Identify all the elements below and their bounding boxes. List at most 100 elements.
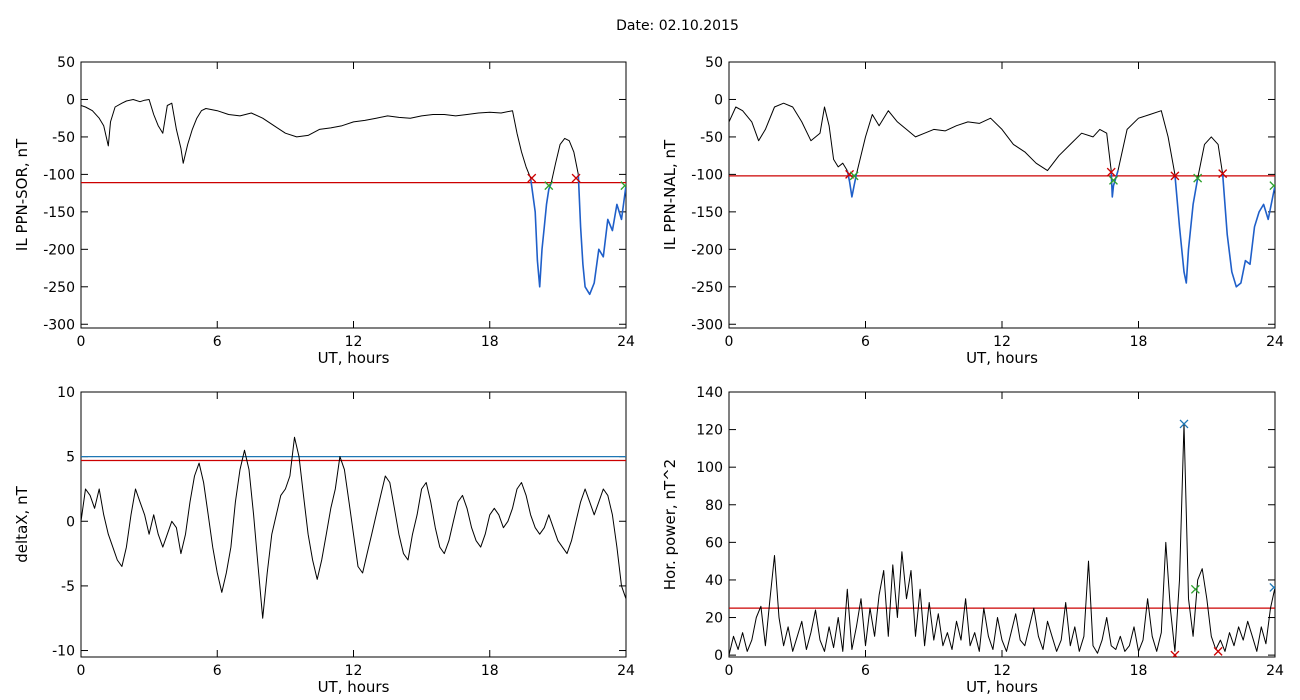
plot-area bbox=[81, 99, 626, 296]
series-line bbox=[529, 177, 552, 288]
y-axis-label: Hor. power, nT^2 bbox=[661, 459, 679, 590]
x-axis-label: UT, hours bbox=[966, 678, 1038, 696]
marker-x bbox=[1190, 584, 1200, 594]
y-tick-label: -100 bbox=[43, 167, 75, 183]
date-label: Date: 02.10.2015 bbox=[616, 18, 739, 34]
y-axis-label: deltaX, nT bbox=[13, 485, 31, 562]
y-tick-label: -150 bbox=[691, 205, 723, 221]
y-tick-label: -300 bbox=[43, 317, 75, 333]
x-axis-label: UT, hours bbox=[318, 678, 390, 696]
y-tick-label: 50 bbox=[705, 55, 723, 71]
y-tick-label: 140 bbox=[696, 385, 723, 401]
marker-x bbox=[1109, 175, 1118, 185]
y-tick-label: 60 bbox=[705, 535, 723, 551]
y-tick-label: 0 bbox=[66, 514, 75, 530]
panel-ppn-nal: 0 6 12 18 24 50 0 -50 -100 -150 -200 -250 -300 UT, ho… bbox=[661, 55, 1284, 367]
y-tick-label: -50 bbox=[700, 130, 723, 146]
y-tick-label: -5 bbox=[61, 579, 75, 595]
y-tick-label: 5 bbox=[66, 450, 75, 466]
series-line bbox=[1110, 170, 1119, 198]
y-tick-label: -250 bbox=[691, 280, 723, 296]
x-tick-label: 12 bbox=[345, 663, 363, 679]
series-line bbox=[729, 423, 1275, 656]
x-tick-label: 6 bbox=[213, 334, 222, 350]
x-tick-label: 0 bbox=[725, 334, 734, 350]
x-tick-label: 12 bbox=[993, 334, 1011, 350]
series-line bbox=[1174, 174, 1199, 284]
y-tick-label: -250 bbox=[43, 280, 75, 296]
marker-x bbox=[1269, 583, 1275, 592]
x-axis-label: UT, hours bbox=[318, 349, 390, 367]
marker-x bbox=[1218, 169, 1228, 179]
x-tick-label: 0 bbox=[77, 663, 86, 679]
series-line bbox=[550, 137, 579, 184]
plot-frame bbox=[80, 61, 627, 329]
x-tick-label: 0 bbox=[725, 663, 734, 679]
marker-x bbox=[1170, 650, 1180, 657]
x-tick-label: 6 bbox=[213, 663, 222, 679]
y-tick-label: 0 bbox=[714, 648, 723, 664]
marker-x bbox=[1179, 419, 1189, 429]
x-tick-label: 18 bbox=[481, 334, 499, 350]
y-tick-label: -300 bbox=[691, 317, 723, 333]
series-line bbox=[81, 436, 626, 619]
marker-x bbox=[1170, 171, 1180, 181]
plot-frame bbox=[728, 61, 1276, 329]
panel-ppn-sor: 0 6 12 18 24 50 0 -50 -100 -150 -200 -250 -300 UT, ho… bbox=[13, 55, 635, 367]
marker-x bbox=[527, 173, 537, 183]
plot-area bbox=[729, 419, 1275, 657]
series-line bbox=[729, 102, 848, 171]
series-line bbox=[1117, 110, 1176, 175]
x-tick-label: 24 bbox=[617, 663, 635, 679]
y-tick-label: 80 bbox=[705, 498, 723, 514]
y-axis-label: IL PPN-SOR, nT bbox=[13, 138, 31, 251]
y-tick-label: 10 bbox=[57, 385, 75, 401]
y-axis-label: IL PPN-NAL, nT bbox=[661, 139, 679, 250]
plot-frame bbox=[80, 391, 627, 658]
marker-x bbox=[620, 181, 626, 191]
y-tick-label: 120 bbox=[696, 423, 723, 439]
y-tick-label: -50 bbox=[52, 130, 75, 146]
x-tick-label: 12 bbox=[993, 663, 1011, 679]
plot-area bbox=[729, 102, 1275, 288]
marker-x bbox=[544, 181, 554, 191]
series-line bbox=[855, 110, 1112, 175]
y-tick-label: -100 bbox=[691, 167, 723, 183]
series-line bbox=[1221, 174, 1275, 288]
x-tick-label: 24 bbox=[1266, 663, 1284, 679]
series-line bbox=[81, 99, 532, 179]
y-tick-label: -10 bbox=[52, 644, 75, 660]
series-line bbox=[1197, 136, 1224, 179]
y-tick-label: 0 bbox=[66, 92, 75, 108]
marker-x bbox=[571, 173, 581, 183]
panel-hor-power: 0 6 12 18 24 140 120 100 80 60 40 20 0 UT, hours Hor. … bbox=[661, 385, 1284, 696]
y-tick-label: 0 bbox=[714, 92, 723, 108]
series-line bbox=[577, 174, 626, 296]
x-tick-label: 24 bbox=[1266, 334, 1284, 350]
y-tick-label: -200 bbox=[43, 242, 75, 258]
x-tick-label: 18 bbox=[481, 663, 499, 679]
x-tick-label: 18 bbox=[1130, 334, 1148, 350]
plot-frame bbox=[728, 391, 1276, 658]
marker-x bbox=[1106, 167, 1116, 177]
x-tick-label: 6 bbox=[861, 334, 870, 350]
series-line bbox=[846, 170, 858, 198]
y-tick-label: 50 bbox=[57, 55, 75, 71]
x-tick-label: 24 bbox=[617, 334, 635, 350]
x-tick-label: 0 bbox=[77, 334, 86, 350]
marker-x bbox=[1213, 646, 1223, 656]
x-tick-label: 18 bbox=[1130, 663, 1148, 679]
marker-x bbox=[849, 171, 859, 181]
plot-area bbox=[81, 436, 626, 619]
y-tick-label: 100 bbox=[696, 460, 723, 476]
y-tick-label: 20 bbox=[705, 611, 723, 627]
marker-x bbox=[1193, 173, 1203, 183]
panel-deltax: 0 6 12 18 24 10 5 0 -5 -10 UT, hours deltaX, nT bbox=[13, 385, 635, 696]
y-tick-label: 40 bbox=[705, 573, 723, 589]
x-tick-label: 12 bbox=[345, 334, 363, 350]
marker-x bbox=[1269, 181, 1275, 191]
y-tick-label: -200 bbox=[691, 242, 723, 258]
x-tick-label: 6 bbox=[861, 663, 870, 679]
x-axis-label: UT, hours bbox=[966, 349, 1038, 367]
